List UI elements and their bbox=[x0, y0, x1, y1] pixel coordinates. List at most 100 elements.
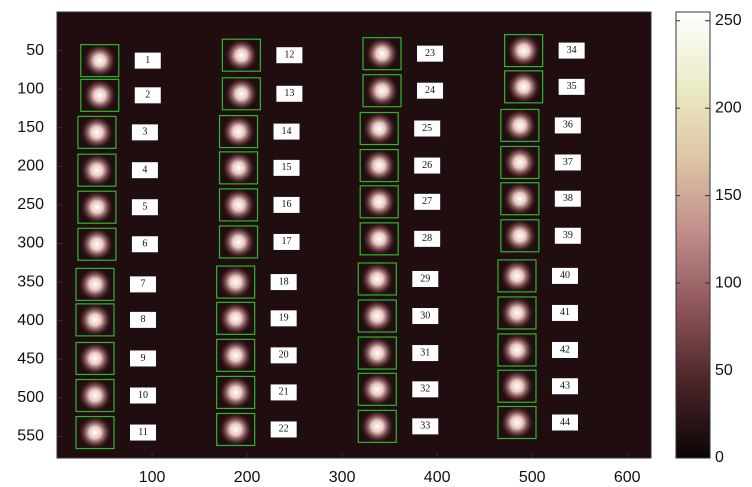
spot bbox=[503, 108, 537, 142]
spot bbox=[500, 259, 534, 293]
y-tick-label: 450 bbox=[17, 350, 44, 367]
spot-label: 21 bbox=[279, 387, 289, 398]
spot bbox=[219, 338, 253, 372]
spot-label: 3 bbox=[142, 127, 147, 138]
spot bbox=[500, 369, 534, 403]
y-tick-label: 550 bbox=[17, 428, 44, 445]
spot-label: 44 bbox=[560, 417, 570, 428]
spot bbox=[224, 77, 258, 111]
y-tick-label: 500 bbox=[17, 389, 44, 406]
y-tick-label: 100 bbox=[17, 80, 44, 97]
y-tick-label: 250 bbox=[17, 196, 44, 213]
y-tick-label: 400 bbox=[17, 312, 44, 329]
colorbar-tick-label: 250 bbox=[715, 12, 742, 29]
spot bbox=[362, 149, 396, 183]
colorbar bbox=[676, 12, 710, 458]
spot-label: 26 bbox=[422, 160, 432, 171]
spot bbox=[360, 372, 394, 406]
spot bbox=[224, 38, 258, 72]
x-tick-label: 100 bbox=[139, 469, 166, 486]
x-tick-label: 500 bbox=[519, 469, 546, 486]
spot bbox=[500, 296, 534, 330]
spot bbox=[360, 262, 394, 296]
spot-label: 25 bbox=[422, 123, 432, 134]
spot-label: 30 bbox=[420, 310, 430, 321]
spot bbox=[222, 115, 256, 149]
chart: 1234567891011121314151617181920212223242… bbox=[0, 0, 752, 487]
spot bbox=[500, 333, 534, 367]
spot-label: 15 bbox=[282, 162, 292, 173]
spot bbox=[78, 416, 112, 450]
spot bbox=[360, 299, 394, 333]
spot-label: 6 bbox=[142, 239, 147, 250]
spot bbox=[80, 153, 114, 187]
spot bbox=[80, 115, 114, 149]
spot-label: 40 bbox=[560, 270, 570, 281]
spot bbox=[219, 412, 253, 446]
spot bbox=[222, 151, 256, 185]
spot-label: 39 bbox=[563, 230, 573, 241]
spot-label: 18 bbox=[279, 276, 289, 287]
x-tick-label: 400 bbox=[424, 469, 451, 486]
spot-label: 14 bbox=[282, 126, 292, 137]
spot-label: 20 bbox=[279, 350, 289, 361]
spot bbox=[360, 336, 394, 370]
spot bbox=[80, 190, 114, 224]
spot-label: 35 bbox=[567, 81, 577, 92]
x-tick-label: 200 bbox=[234, 469, 261, 486]
spot-label: 22 bbox=[279, 424, 289, 435]
spot-label: 33 bbox=[420, 421, 430, 432]
spot bbox=[83, 44, 117, 78]
spot-label: 1 bbox=[145, 55, 150, 66]
colorbar-tick-label: 0 bbox=[715, 449, 724, 466]
spot bbox=[503, 182, 537, 216]
y-tick-label: 50 bbox=[26, 42, 44, 59]
spot-label: 38 bbox=[563, 193, 573, 204]
spot-label: 16 bbox=[282, 199, 292, 210]
spot-label: 43 bbox=[560, 381, 570, 392]
spot bbox=[365, 74, 399, 108]
spot-label: 17 bbox=[282, 236, 292, 247]
spot-label: 36 bbox=[563, 120, 573, 131]
spot-label: 29 bbox=[420, 273, 430, 284]
spot-label: 34 bbox=[567, 45, 577, 56]
y-tick-label: 200 bbox=[17, 158, 44, 175]
spot bbox=[219, 265, 253, 299]
spot-label: 19 bbox=[279, 313, 289, 324]
spot bbox=[507, 70, 541, 104]
spot-label: 31 bbox=[420, 347, 430, 358]
page: 1234567891011121314151617181920212223242… bbox=[0, 0, 752, 487]
spot-label: 37 bbox=[563, 157, 573, 168]
spot bbox=[78, 267, 112, 301]
colorbar-tick-label: 100 bbox=[715, 274, 742, 291]
spot bbox=[78, 341, 112, 375]
colorbar-tick-label: 150 bbox=[715, 187, 742, 204]
spot bbox=[500, 406, 534, 440]
spot-label: 5 bbox=[142, 202, 147, 213]
spot-label: 27 bbox=[422, 196, 432, 207]
spot bbox=[222, 225, 256, 259]
spot bbox=[219, 301, 253, 335]
spot-label: 32 bbox=[420, 384, 430, 395]
spot bbox=[78, 378, 112, 412]
spot bbox=[365, 37, 399, 71]
spot bbox=[507, 34, 541, 68]
spot bbox=[503, 145, 537, 179]
spot-label: 23 bbox=[425, 48, 435, 59]
spot bbox=[362, 222, 396, 256]
spot-label: 9 bbox=[141, 353, 146, 364]
colorbar-tick-label: 50 bbox=[715, 362, 733, 379]
spot-label: 8 bbox=[141, 314, 146, 325]
y-tick-label: 300 bbox=[17, 235, 44, 252]
spot-label: 41 bbox=[560, 307, 570, 318]
x-tick-label: 300 bbox=[329, 469, 356, 486]
y-tick-label: 150 bbox=[17, 119, 44, 136]
spot bbox=[360, 409, 394, 443]
x-tick-label: 600 bbox=[614, 469, 641, 486]
spot bbox=[83, 78, 117, 112]
spot-label: 2 bbox=[145, 90, 150, 101]
spot-label: 4 bbox=[142, 164, 147, 175]
spot bbox=[222, 188, 256, 222]
spot-label: 11 bbox=[138, 427, 148, 438]
spot bbox=[362, 112, 396, 146]
